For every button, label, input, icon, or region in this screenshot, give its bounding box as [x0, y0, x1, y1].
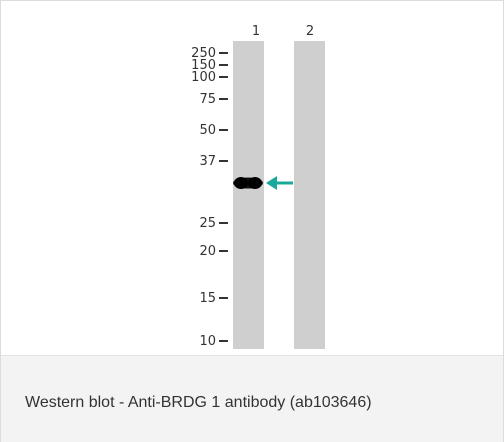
svg-text:50: 50 — [199, 123, 216, 138]
svg-text:100: 100 — [191, 70, 216, 85]
western-blot-figure: 1 2 250 150 — [1, 1, 503, 355]
svg-text:25: 25 — [199, 216, 216, 231]
marker-100: 100 — [191, 70, 228, 85]
marker-15: 15 — [199, 291, 228, 306]
figure-caption: Western blot - Anti-BRDG 1 antibody (ab1… — [25, 394, 372, 411]
svg-text:150: 150 — [191, 58, 216, 73]
marker-75: 75 — [199, 92, 228, 107]
marker-10: 10 — [199, 334, 228, 349]
marker-20: 20 — [199, 244, 228, 259]
svg-text:37: 37 — [199, 154, 216, 169]
marker-150: 150 — [191, 58, 228, 73]
band-arrow-icon — [266, 176, 293, 190]
svg-text:15: 15 — [199, 291, 216, 306]
caption-bar: Western blot - Anti-BRDG 1 antibody (ab1… — [1, 355, 503, 442]
svg-text:75: 75 — [199, 92, 216, 107]
protein-band — [233, 177, 263, 189]
svg-text:20: 20 — [199, 244, 216, 259]
lane-label-2: 2 — [306, 24, 314, 39]
marker-37: 37 — [199, 154, 228, 169]
svg-text:10: 10 — [199, 334, 216, 349]
lane-2 — [294, 41, 325, 349]
marker-250: 250 — [191, 46, 228, 61]
marker-25: 25 — [199, 216, 228, 231]
lane-1 — [233, 41, 264, 349]
svg-text:250: 250 — [191, 46, 216, 61]
lane-label-1: 1 — [252, 24, 260, 39]
western-blot-image: 1 2 250 150 — [191, 24, 325, 349]
marker-50: 50 — [199, 123, 228, 138]
